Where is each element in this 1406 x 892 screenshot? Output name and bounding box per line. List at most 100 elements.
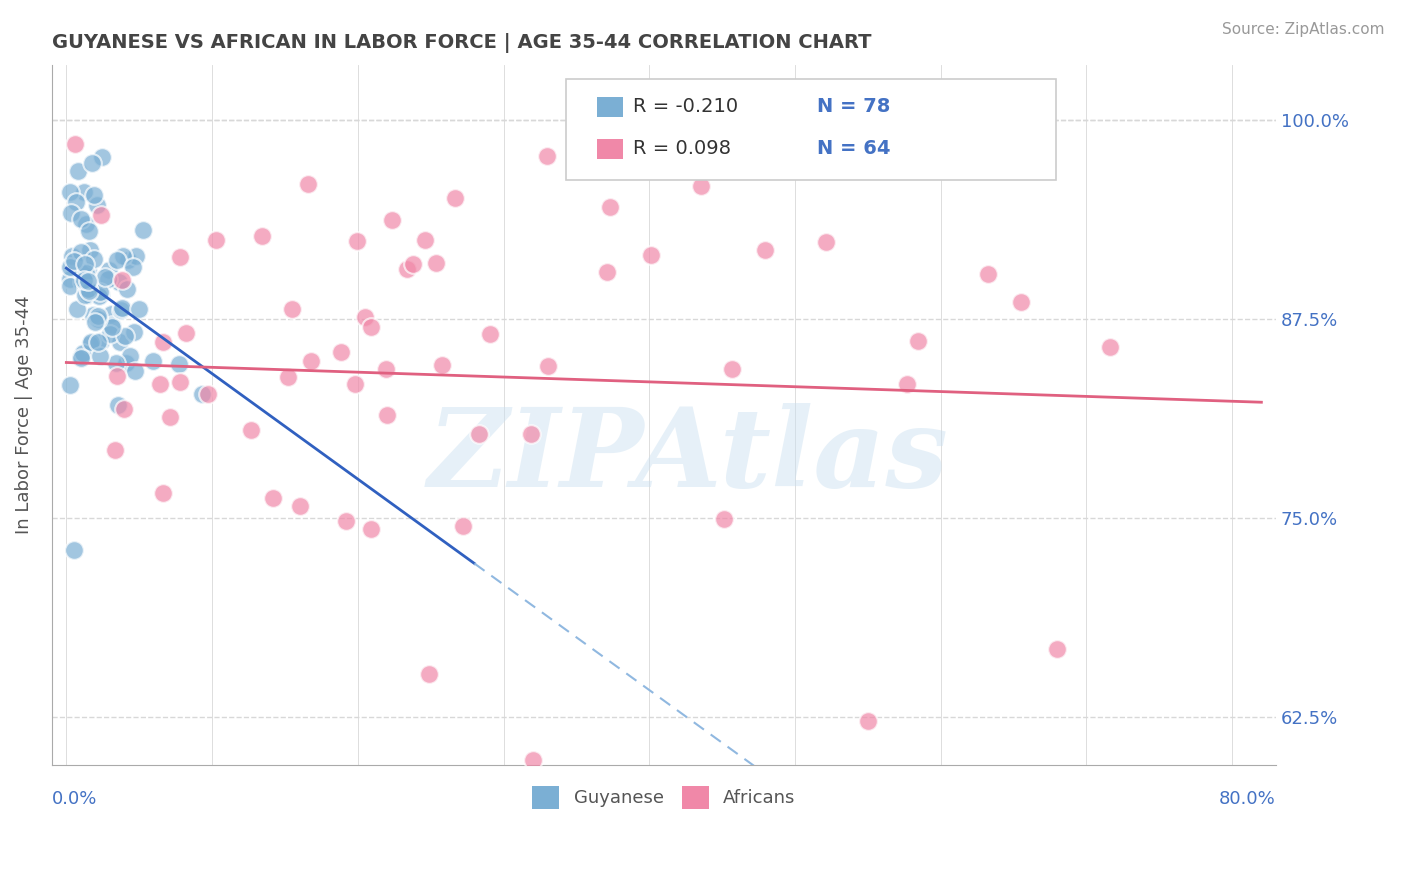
Point	[142, 354, 165, 368]
Point	[297, 177, 319, 191]
Point	[277, 370, 299, 384]
Point	[595, 265, 617, 279]
Point	[100, 318, 122, 332]
Point	[190, 387, 212, 401]
Point	[977, 268, 1000, 282]
Point	[59, 260, 82, 274]
Point	[814, 235, 837, 250]
Point	[299, 354, 322, 368]
Point	[152, 486, 174, 500]
Point	[87, 312, 110, 326]
Point	[75, 217, 97, 231]
Point	[63, 137, 86, 152]
Point	[83, 187, 105, 202]
Point	[444, 192, 467, 206]
Point	[169, 250, 191, 264]
Point	[122, 325, 145, 339]
Point	[59, 185, 82, 199]
Point	[354, 310, 377, 324]
Point	[112, 249, 135, 263]
Point	[330, 344, 353, 359]
Point	[599, 200, 621, 214]
Point	[907, 334, 929, 349]
Point	[115, 356, 138, 370]
Point	[754, 243, 776, 257]
Point	[77, 263, 100, 277]
Point	[713, 512, 735, 526]
Point	[90, 334, 112, 349]
Point	[449, 838, 471, 852]
Point	[83, 252, 105, 267]
Point	[63, 253, 86, 268]
Point	[197, 386, 219, 401]
Point	[690, 179, 713, 194]
Point	[79, 337, 101, 351]
Point	[86, 198, 108, 212]
Bar	[596, 139, 623, 159]
Point	[75, 266, 97, 280]
Point	[396, 261, 419, 276]
Point	[117, 252, 139, 267]
Point	[375, 361, 398, 376]
Point	[75, 257, 97, 271]
Point	[59, 272, 82, 286]
Point	[360, 522, 382, 536]
Point	[536, 149, 558, 163]
Text: 80.0%: 80.0%	[1219, 789, 1277, 808]
Point	[70, 212, 93, 227]
Point	[62, 543, 84, 558]
Point	[159, 410, 181, 425]
Point	[402, 257, 425, 271]
Point	[259, 846, 281, 860]
Point	[65, 301, 87, 316]
Text: N = 78: N = 78	[817, 97, 890, 116]
Point	[152, 334, 174, 349]
Text: ZIPAtlas: ZIPAtlas	[427, 403, 949, 510]
Point	[79, 334, 101, 349]
Point	[856, 714, 879, 728]
Point	[70, 245, 93, 260]
Point	[107, 398, 129, 412]
Point	[75, 280, 97, 294]
Point	[640, 248, 662, 262]
Point	[105, 368, 128, 383]
Point	[281, 301, 304, 316]
Point	[1099, 340, 1122, 354]
Point	[94, 269, 117, 284]
Point	[167, 357, 190, 371]
Point	[344, 376, 367, 391]
Point	[169, 375, 191, 389]
Point	[60, 206, 83, 220]
Point	[262, 491, 284, 505]
Point	[97, 271, 120, 285]
Point	[89, 285, 111, 299]
Point	[87, 334, 110, 349]
Point	[896, 377, 918, 392]
Point	[59, 278, 82, 293]
Point	[430, 358, 453, 372]
Point	[108, 334, 131, 349]
Point	[110, 273, 132, 287]
Point	[425, 256, 447, 270]
Point	[112, 402, 135, 417]
Point	[479, 326, 502, 341]
Point	[468, 426, 491, 441]
Point	[76, 282, 98, 296]
Point	[108, 275, 131, 289]
Point	[65, 194, 87, 209]
Point	[115, 281, 138, 295]
Point	[90, 150, 112, 164]
Point	[110, 303, 132, 318]
Point	[451, 519, 474, 533]
Point	[60, 249, 83, 263]
Y-axis label: In Labor Force | Age 35-44: In Labor Force | Age 35-44	[15, 295, 32, 534]
Point	[522, 753, 544, 767]
Point	[520, 427, 543, 442]
Point	[70, 275, 93, 289]
Point	[87, 289, 110, 303]
Point	[346, 235, 368, 249]
Point	[69, 351, 91, 366]
Point	[73, 185, 96, 199]
Point	[413, 233, 436, 247]
Legend: Guyanese, Africans: Guyanese, Africans	[524, 780, 803, 816]
